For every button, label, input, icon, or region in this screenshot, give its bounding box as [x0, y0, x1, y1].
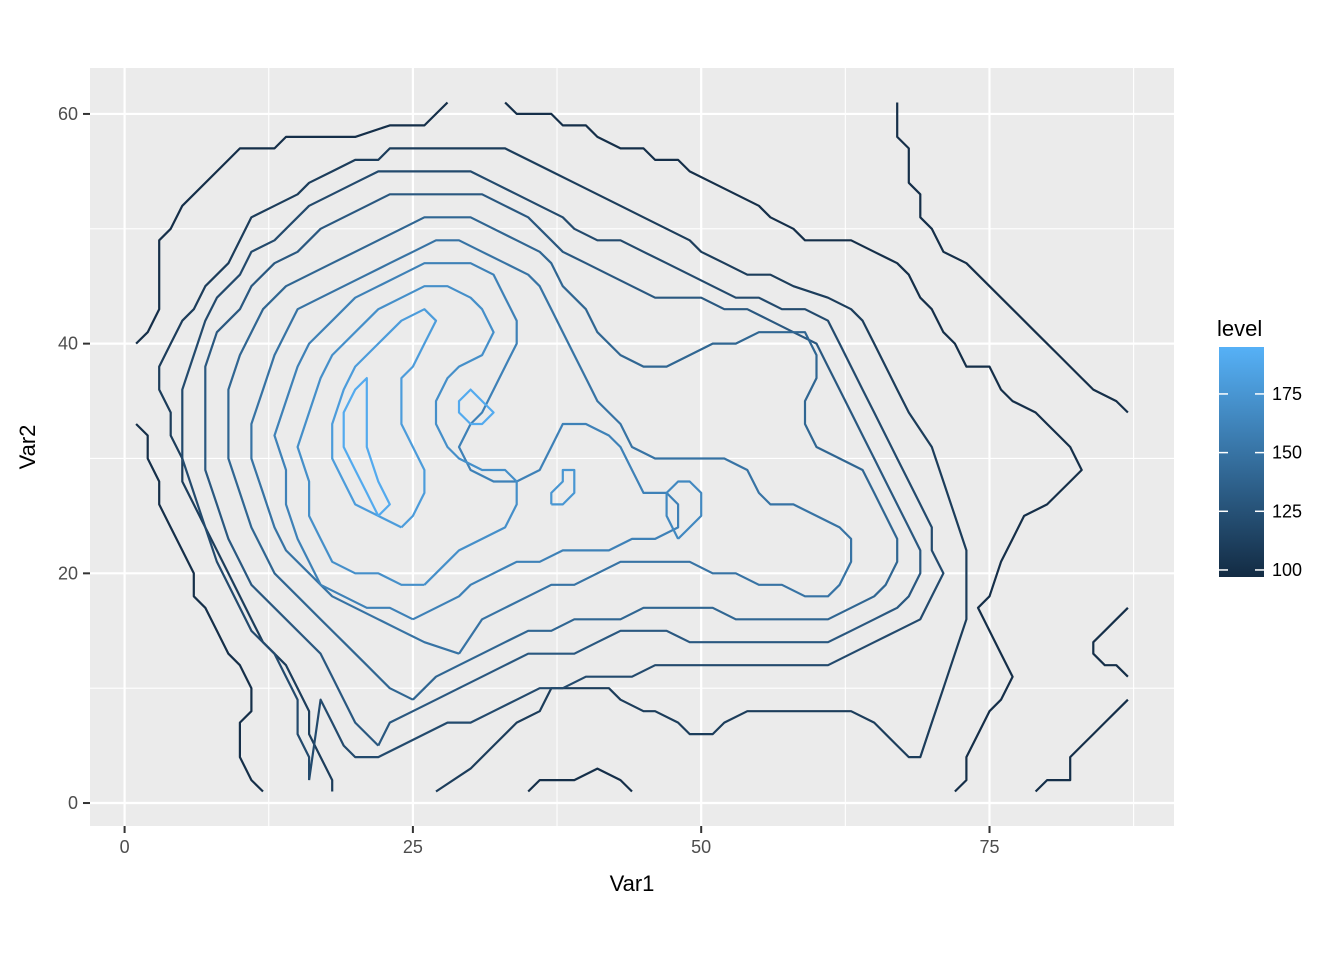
contour-line	[296, 285, 518, 586]
contour-line	[1034, 698, 1129, 793]
contour-line	[342, 377, 391, 517]
y-tick-label: 60	[58, 104, 78, 124]
contour-line	[227, 216, 899, 701]
x-tick-label: 50	[691, 837, 711, 857]
y-tick-label: 20	[58, 563, 78, 583]
legend: level 100 125 150 175	[1217, 316, 1302, 580]
x-tick-label: 25	[403, 837, 423, 857]
contour-line	[331, 308, 438, 529]
contour-line	[135, 101, 449, 345]
contour-line	[527, 767, 633, 793]
contour-line	[181, 170, 945, 781]
y-tick-label: 40	[58, 334, 78, 354]
contour-line	[250, 239, 853, 655]
legend-tick-label: 100	[1272, 560, 1302, 580]
contour-line	[550, 468, 576, 506]
contour-lines	[135, 101, 1129, 793]
legend-tick-label: 125	[1272, 501, 1302, 521]
minor-gridlines	[90, 68, 1174, 826]
legend-title: level	[1217, 316, 1262, 341]
legend-tick-label: 150	[1272, 443, 1302, 463]
contour-line	[204, 193, 922, 747]
contour-line	[665, 480, 703, 540]
contour-line	[504, 101, 1083, 793]
legend-tick-label: 175	[1272, 384, 1302, 404]
x-axis: 0 25 50 75	[120, 826, 1000, 857]
y-tick-label: 0	[68, 793, 78, 813]
legend-ticks: 100 125 150 175	[1219, 384, 1302, 580]
legend-colorbar	[1219, 347, 1264, 577]
x-axis-title: Var1	[610, 871, 655, 896]
contour-line	[457, 388, 495, 426]
contour-line	[135, 423, 264, 793]
x-tick-label: 0	[120, 837, 130, 857]
y-axis: 0 20 40 60	[58, 104, 90, 813]
x-tick-label: 75	[979, 837, 999, 857]
y-axis-title: Var2	[15, 425, 40, 470]
contour-line	[1092, 607, 1129, 678]
contour-line	[896, 102, 1129, 414]
